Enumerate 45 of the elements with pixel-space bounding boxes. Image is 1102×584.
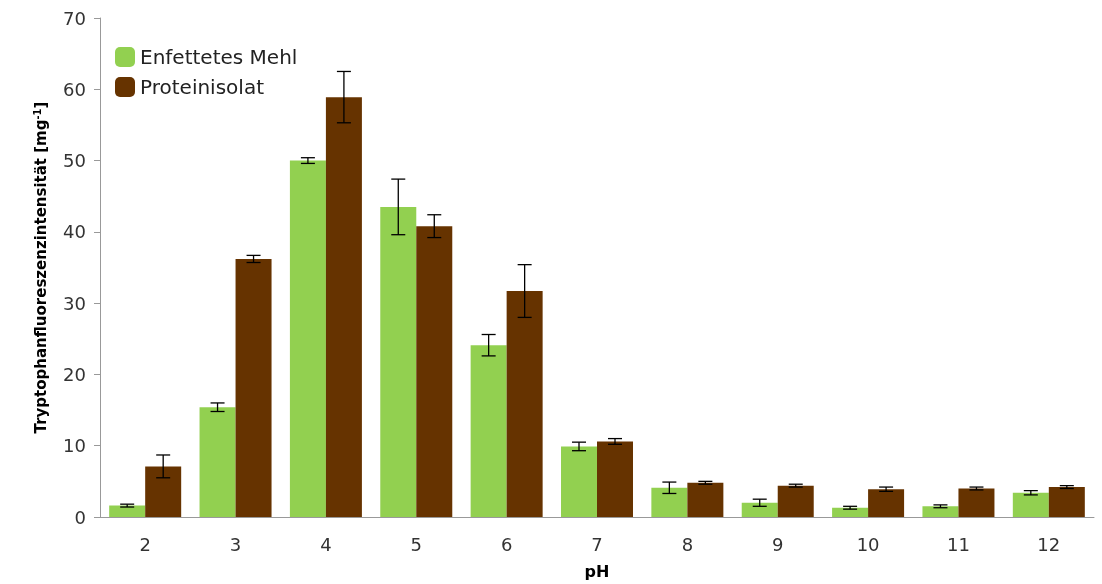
bar	[416, 226, 453, 517]
bar	[958, 488, 995, 517]
bar	[561, 446, 597, 517]
x-axis-title: pH	[584, 561, 610, 581]
y-tick-label: 60	[63, 78, 86, 100]
y-tick-label: 30	[63, 292, 86, 314]
bar	[289, 160, 326, 517]
bar	[832, 507, 869, 517]
bar	[687, 482, 724, 517]
bar	[651, 487, 688, 517]
x-tick-label: 9	[772, 533, 784, 555]
bar	[506, 291, 543, 517]
y-tick-label: 20	[63, 363, 86, 385]
y-tick-label: 40	[63, 221, 86, 243]
x-tick-label: 8	[681, 533, 694, 555]
bar	[922, 506, 959, 517]
y-tick-label: 10	[63, 435, 86, 457]
bar	[470, 345, 507, 517]
bar	[199, 407, 236, 517]
bar	[145, 466, 182, 517]
bar	[325, 97, 362, 517]
y-axis-title: Tryptophanfluoreszenzintensität [mg-1]	[31, 101, 50, 434]
bar	[109, 505, 146, 517]
y-tick-label: 70	[63, 7, 86, 29]
x-tick-label: 6	[500, 533, 513, 555]
x-tick-label: 5	[410, 533, 422, 555]
x-tick-label: 11	[947, 533, 970, 555]
bar	[868, 489, 905, 517]
y-tick-label: 50	[63, 150, 86, 172]
x-tick-label: 2	[139, 533, 151, 555]
x-tick-label: 12	[1037, 533, 1061, 555]
bar	[597, 441, 633, 517]
x-tick-label: 4	[320, 533, 332, 555]
x-tick-label: 10	[856, 533, 880, 555]
legend-label: Proteinisolat	[140, 75, 265, 99]
bar	[741, 502, 778, 517]
legend-label: Enfettetes Mehl	[140, 45, 298, 69]
x-tick-label: 3	[229, 533, 242, 555]
bar	[235, 258, 272, 517]
bar	[1048, 487, 1085, 517]
bar	[380, 206, 417, 517]
bar	[1012, 492, 1049, 517]
y-tick-label: 0	[74, 506, 86, 528]
x-tick-label: 7	[591, 533, 603, 555]
bar	[777, 485, 814, 517]
